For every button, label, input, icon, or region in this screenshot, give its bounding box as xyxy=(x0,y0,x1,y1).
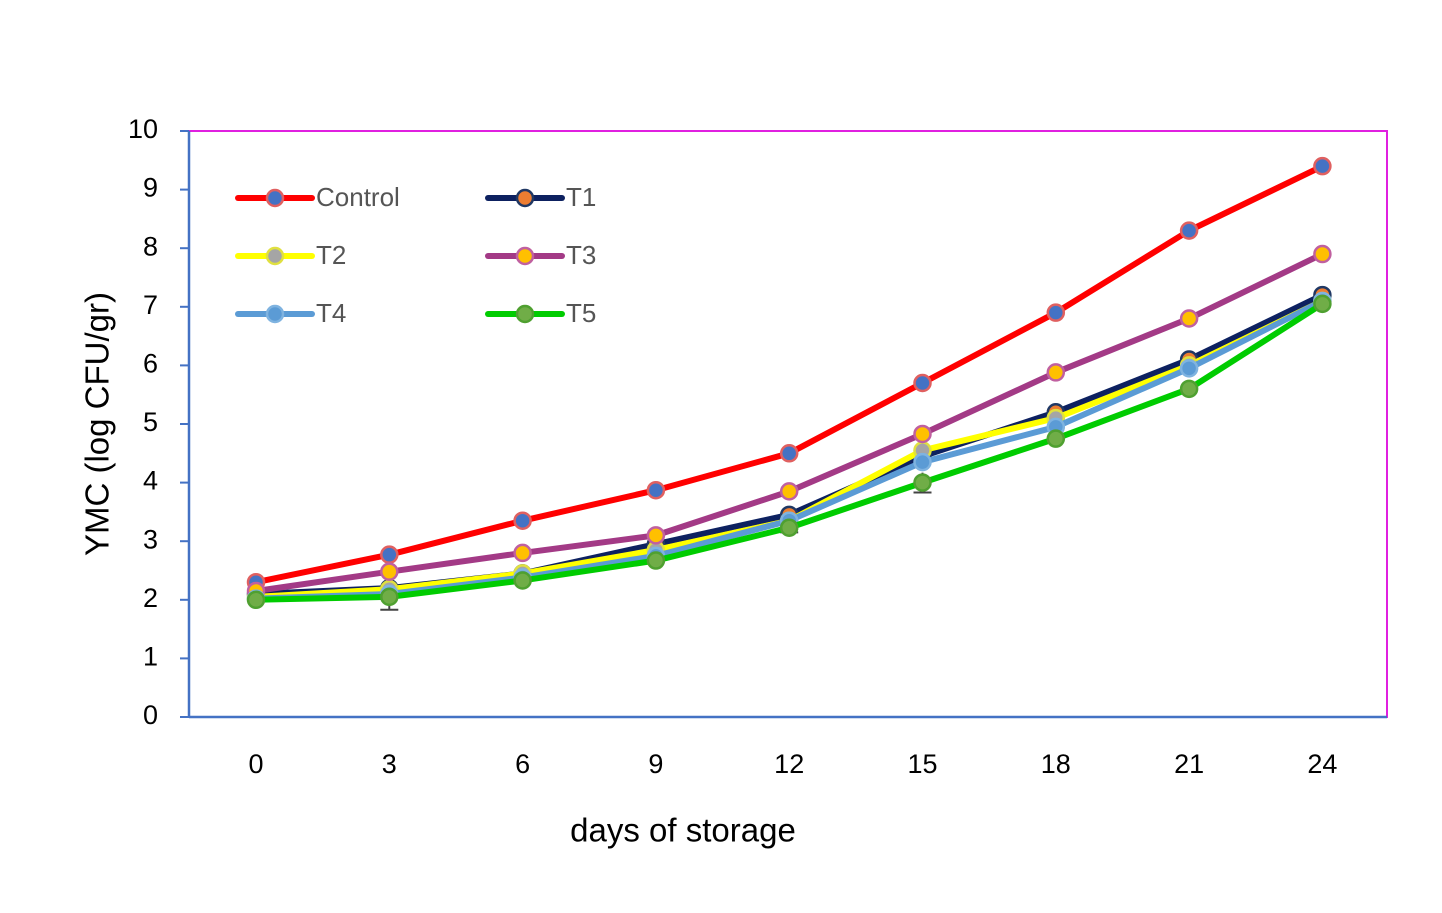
data-point-t3 xyxy=(1179,309,1199,328)
legend-label: T3 xyxy=(566,240,596,270)
data-point-control xyxy=(1179,221,1199,240)
data-point-t5 xyxy=(646,551,666,570)
legend-item-control: Control xyxy=(235,182,400,212)
y-tick-label: 6 xyxy=(143,349,158,379)
data-point-t5 xyxy=(913,473,932,492)
legend-label: T1 xyxy=(566,182,596,212)
data-point-control xyxy=(913,373,932,393)
legend-label: T5 xyxy=(566,298,596,328)
legend-label: T2 xyxy=(316,240,346,270)
data-point-t3 xyxy=(913,424,932,444)
data-point-t4 xyxy=(913,452,932,472)
y-tick-label: 2 xyxy=(143,583,158,613)
y-tick-label: 7 xyxy=(143,290,158,320)
legend-item-t4: T4 xyxy=(235,298,346,328)
legend-marker xyxy=(515,246,535,266)
data-point-t5 xyxy=(246,590,266,610)
x-tick-label: 12 xyxy=(774,749,804,779)
legend-marker xyxy=(515,304,535,324)
data-point-control xyxy=(513,511,532,530)
legend-item-t1: T1 xyxy=(485,182,596,212)
legend-label: T4 xyxy=(316,298,346,328)
data-point-t5 xyxy=(1313,294,1332,314)
data-point-t3 xyxy=(513,543,532,563)
y-tick-label: 4 xyxy=(143,466,158,496)
series-layer xyxy=(246,156,1332,611)
legend-marker xyxy=(265,304,285,324)
x-tick-label: 0 xyxy=(248,749,263,779)
x-tick-label: 3 xyxy=(382,749,397,779)
data-point-t4 xyxy=(1179,359,1199,378)
data-point-control xyxy=(1046,303,1066,322)
data-point-control xyxy=(646,480,666,500)
data-point-t5 xyxy=(1046,429,1066,448)
series-t5 xyxy=(246,294,1332,610)
data-point-t3 xyxy=(1313,244,1332,264)
y-axis-ticks: 0 1 2 3 4 5 6 7 8 9 10 xyxy=(128,114,189,730)
y-tick-label: 0 xyxy=(143,700,158,730)
y-tick-label: 3 xyxy=(143,524,158,554)
data-point-control xyxy=(1313,156,1332,176)
y-axis-title: YMC (log CFU/gr) xyxy=(79,292,116,556)
y-tick-label: 10 xyxy=(128,114,158,144)
legend-marker xyxy=(265,246,285,266)
data-point-control xyxy=(380,545,399,564)
x-tick-label: 9 xyxy=(648,749,663,779)
data-point-t5 xyxy=(779,518,799,537)
legend-marker xyxy=(265,188,285,208)
data-point-t5 xyxy=(513,571,532,590)
y-tick-label: 9 xyxy=(143,173,158,203)
x-axis-title: days of storage xyxy=(570,812,796,849)
x-tick-label: 21 xyxy=(1174,749,1204,779)
y-tick-label: 8 xyxy=(143,231,158,261)
data-point-t5 xyxy=(1179,379,1199,399)
data-point-t3 xyxy=(779,482,799,501)
y-tick-label: 5 xyxy=(143,407,158,437)
y-tick-label: 1 xyxy=(143,642,158,672)
legend-item-t5: T5 xyxy=(485,298,596,328)
x-tick-label: 15 xyxy=(907,749,937,779)
data-point-t3 xyxy=(380,562,399,581)
x-axis-ticks: 0 3 6 9 12 15 18 21 24 xyxy=(248,749,1337,779)
legend-label: Control xyxy=(316,182,400,212)
x-tick-label: 6 xyxy=(515,749,530,779)
x-tick-label: 24 xyxy=(1307,749,1337,779)
data-point-t5 xyxy=(380,587,399,607)
data-point-control xyxy=(779,444,799,463)
x-tick-label: 18 xyxy=(1041,749,1071,779)
series-control xyxy=(246,156,1332,592)
legend: Control T1 T2 T3 T4 T5 xyxy=(235,182,596,328)
data-point-t3 xyxy=(1046,363,1066,382)
legend-item-t3: T3 xyxy=(485,240,596,270)
legend-item-t2: T2 xyxy=(235,240,346,270)
data-point-t3 xyxy=(646,526,666,545)
legend-marker xyxy=(515,188,535,208)
